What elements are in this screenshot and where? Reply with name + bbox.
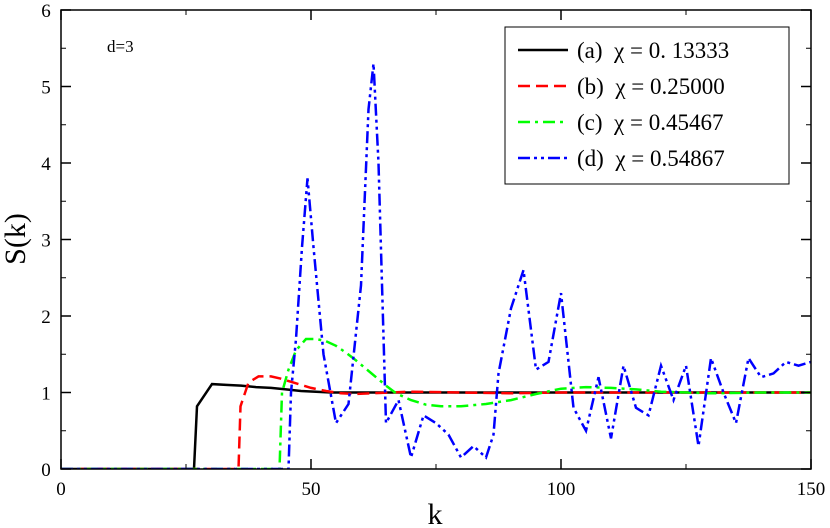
legend-label: (b) χ = 0.25000 [577, 74, 725, 99]
y-tick-label: 3 [41, 231, 51, 252]
y-tick-label: 5 [41, 78, 51, 99]
y-tick-label: 2 [41, 307, 51, 328]
x-tick-label: 100 [547, 479, 576, 500]
y-tick-label: 6 [41, 1, 51, 22]
annotation-d3: d=3 [107, 37, 134, 56]
y-tick-label: 1 [41, 384, 51, 405]
series-line-b [61, 375, 811, 469]
legend: (a) χ = 0. 13333 (b) χ = 0.25000 (c) χ = 0… [504, 26, 790, 185]
x-tick-label: 150 [797, 479, 826, 500]
series-layer [61, 63, 811, 469]
series-line-c [61, 337, 811, 469]
legend-items: (a) χ = 0. 13333 (b) χ = 0.25000 (c) χ = 0… [518, 38, 729, 171]
y-axis-label: S(k) [0, 213, 32, 265]
x-axis-label: k [428, 498, 443, 528]
x-tick-label: 50 [302, 479, 321, 500]
legend-label: (d) χ = 0.54867 [577, 146, 725, 171]
legend-label: (a) χ = 0. 13333 [577, 38, 729, 63]
x-tick-label: 0 [56, 479, 66, 500]
legend-label: (c) χ = 0.45467 [577, 110, 723, 135]
y-tick-label: 0 [41, 460, 51, 481]
y-tick-label: 4 [41, 154, 51, 175]
ticks-layer: 0 50 100 150 0 1 2 3 4 5 6 [41, 1, 825, 500]
